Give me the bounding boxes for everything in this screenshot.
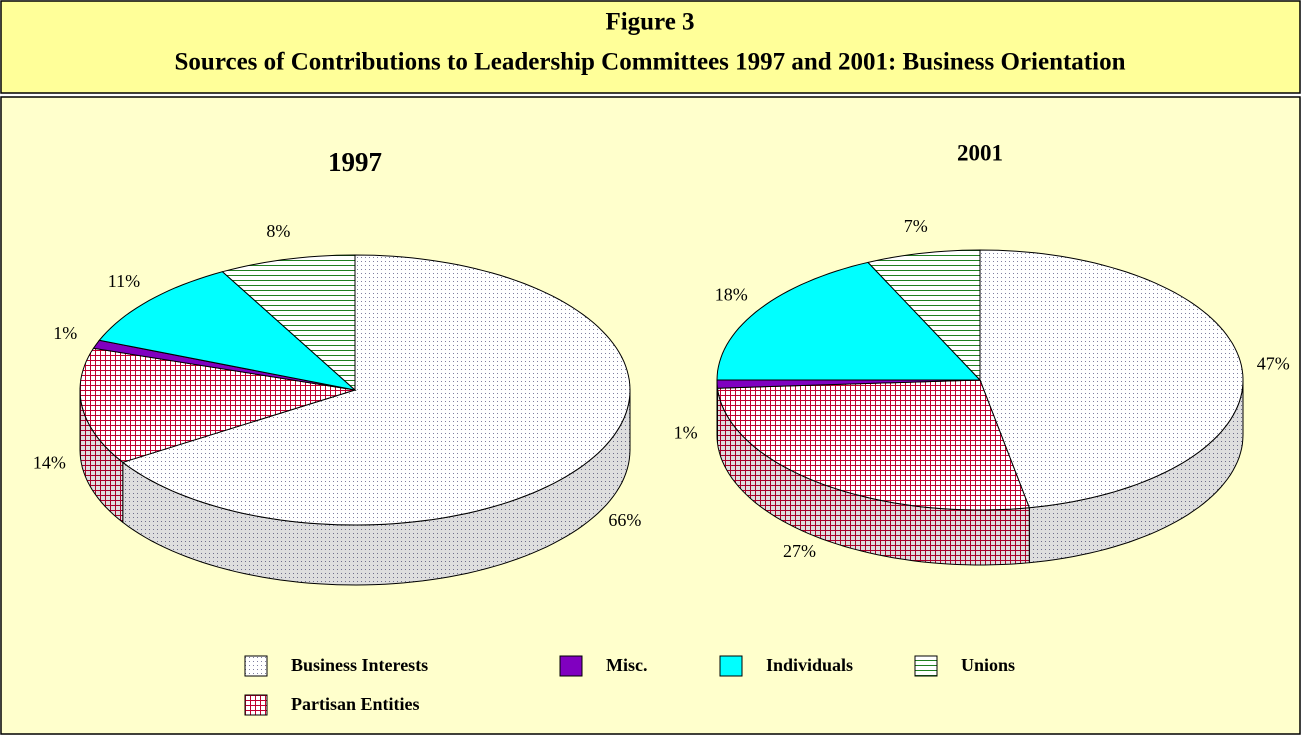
legend-swatch [559, 655, 583, 677]
legend-swatch [914, 655, 938, 677]
pie-side-shade [80, 390, 123, 523]
pie-side-shade [1029, 380, 1243, 563]
data-label: 8% [266, 221, 290, 241]
pie-slice [716, 261, 982, 381]
pie-side-shade [122, 390, 631, 585]
pie-slice [121, 254, 631, 526]
pie-side-shade [717, 388, 1030, 565]
pie-slice [79, 347, 356, 463]
pie-slice [221, 254, 356, 392]
pie-slice [716, 379, 1031, 511]
data-label: 18% [715, 285, 748, 305]
figure-title: Figure 3 [605, 9, 694, 36]
pie-title: 1997 [328, 147, 382, 177]
legend-label: Business Interests [291, 655, 428, 675]
pie-title: 2001 [957, 140, 1003, 165]
pie-side-shade [717, 380, 718, 444]
header-box [0, 0, 1301, 94]
legend-swatch [244, 694, 268, 716]
figure-subtitle: Sources of Contributions to Leadership C… [175, 49, 1126, 76]
data-label: 7% [904, 216, 928, 236]
pie-slice [867, 249, 981, 382]
pie-slice [979, 249, 1244, 509]
legend-label: Individuals [766, 655, 853, 675]
data-label: 11% [108, 271, 140, 291]
legend-label: Unions [961, 655, 1015, 675]
legend-label: Misc. [606, 655, 647, 675]
data-label: 1% [53, 323, 77, 343]
legend-label: Partisan Entities [291, 694, 420, 714]
data-label: 27% [783, 541, 816, 561]
legend-swatch [719, 655, 743, 677]
data-label: 66% [608, 510, 641, 530]
data-label: 14% [33, 452, 66, 472]
legend-swatch [244, 655, 268, 677]
data-label: 47% [1257, 353, 1290, 373]
data-label: 1% [674, 423, 698, 443]
pie-slice [98, 271, 357, 391]
